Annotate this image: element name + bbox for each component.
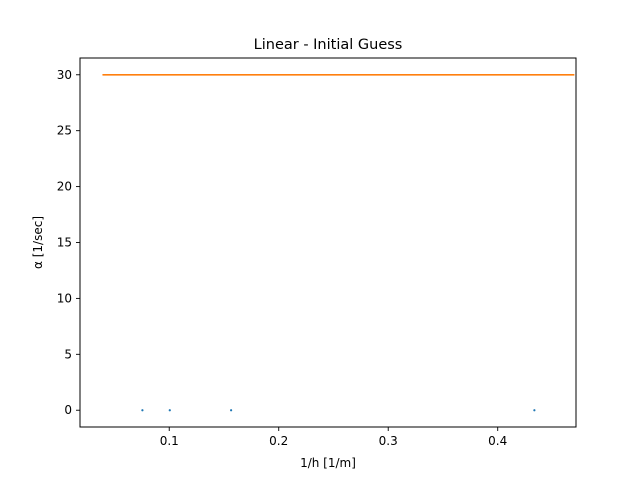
y-ticks: 0 5 10 15 20 25 30 — [57, 68, 80, 417]
x-tick-label: 0.2 — [269, 434, 288, 448]
x-axis-label: 1/h [1/m] — [300, 456, 356, 470]
x-tick-label: 0.1 — [160, 434, 179, 448]
data-point — [141, 409, 144, 412]
y-tick-label: 5 — [64, 347, 72, 361]
y-tick-label: 20 — [57, 180, 72, 194]
x-tick-label: 0.3 — [379, 434, 398, 448]
y-axis-label: α [1/sec] — [31, 216, 45, 269]
y-tick-label: 30 — [57, 68, 72, 82]
plot-area — [80, 58, 576, 427]
y-tick-label: 25 — [57, 124, 72, 138]
x-ticks: 0.1 0.2 0.3 0.4 — [160, 427, 507, 448]
x-tick-label: 0.4 — [488, 434, 507, 448]
y-tick-label: 15 — [57, 236, 72, 250]
y-tick-label: 0 — [64, 403, 72, 417]
chart-title: Linear - Initial Guess — [254, 37, 403, 53]
data-point — [533, 409, 536, 412]
plot-frame — [79, 57, 577, 428]
y-tick-label: 10 — [57, 291, 72, 305]
series-layer — [102, 73, 575, 412]
data-point — [230, 409, 233, 412]
data-point — [168, 409, 171, 412]
